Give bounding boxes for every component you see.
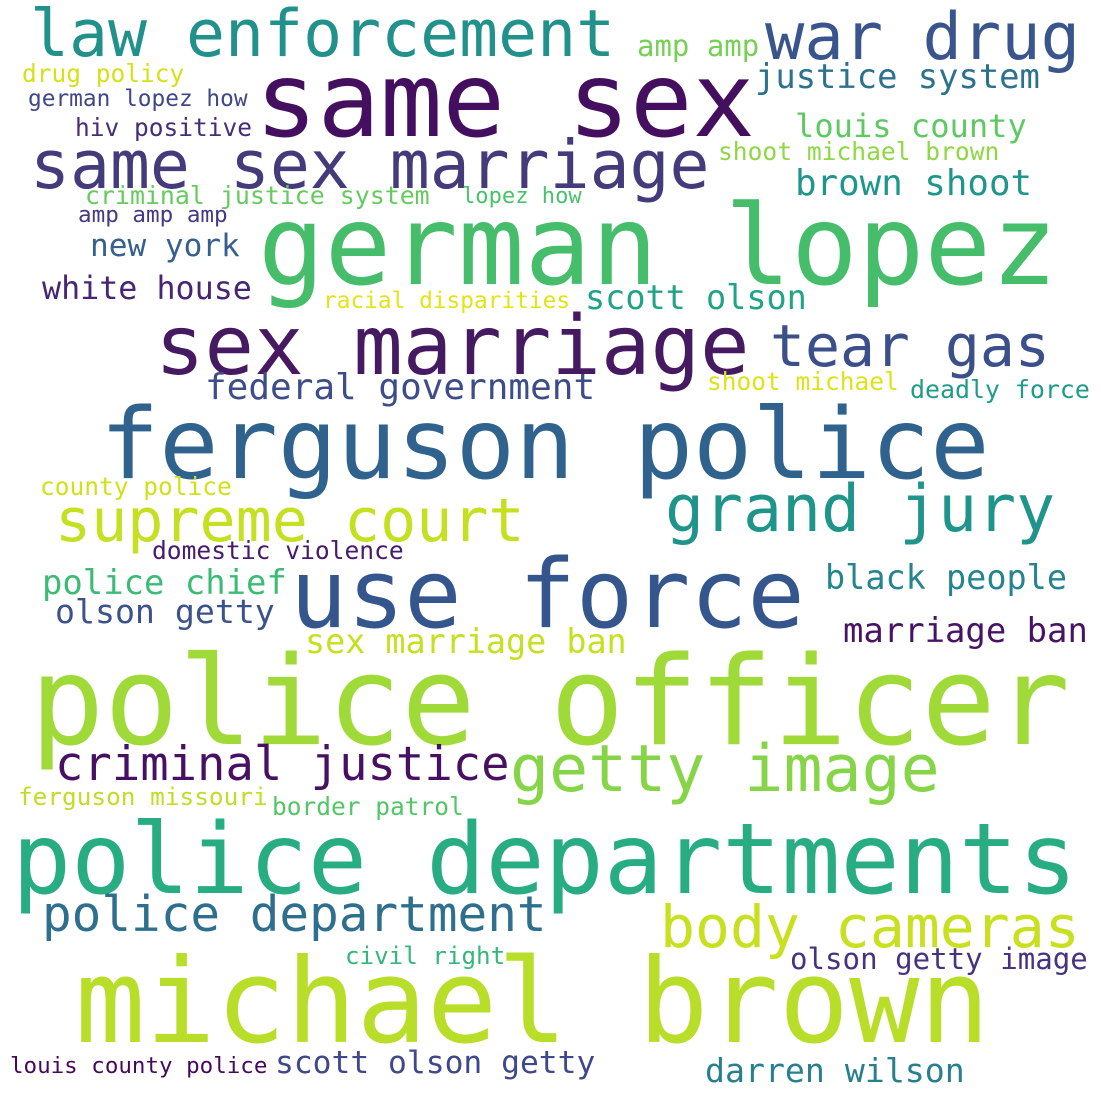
word-shoot-michael: shoot michael xyxy=(707,366,899,396)
word-border-patrol: border patrol xyxy=(272,791,464,821)
word-criminal-justice: criminal justice xyxy=(55,736,510,792)
word-justice-system: justice system xyxy=(755,57,1040,97)
word-olson-getty: olson getty xyxy=(55,592,275,632)
word-german-lopez: german lopez xyxy=(258,181,1058,311)
word-federal-government: federal government xyxy=(205,367,596,408)
word-civil-right: civil right xyxy=(345,941,506,970)
word-getty-image: getty image xyxy=(510,731,940,807)
word-louis-county-police: louis county police xyxy=(10,1052,268,1079)
word-deadly-force: deadly force xyxy=(910,374,1090,404)
word-same-sex: same sex xyxy=(255,41,755,162)
word-war-drug: war drug xyxy=(765,0,1080,75)
word-hiv-positive: hiv positive xyxy=(75,112,253,142)
word-same-sex-marriage: same sex marriage xyxy=(30,125,710,204)
word-use-force: use force xyxy=(290,539,805,650)
word-olson-getty-image: olson getty image xyxy=(790,942,1088,977)
word-black-people: black people xyxy=(825,558,1068,598)
word-amp-amp: amp amp xyxy=(637,28,760,63)
word-scott-olson-getty: scott olson getty xyxy=(275,1045,596,1082)
word-drug-policy: drug policy xyxy=(22,58,185,88)
word-german-lopez-how: german lopez how xyxy=(28,85,248,112)
word-sex-marriage: sex marriage xyxy=(155,298,750,394)
word-marriage-ban: marriage ban xyxy=(843,611,1088,650)
word-white-house: white house xyxy=(42,271,252,308)
word-shoot-michael-brown: shoot michael brown xyxy=(718,136,1000,166)
word-police-departments: police departments xyxy=(12,802,1078,917)
word-supreme-court: supreme court xyxy=(55,485,525,556)
word-police-chief: police chief xyxy=(42,563,287,602)
word-sex-marriage-ban: sex marriage ban xyxy=(305,622,627,662)
word-amp-amp-amp: amp amp amp xyxy=(78,201,228,228)
word-lopez-how: lopez how xyxy=(462,182,582,209)
word-ferguson-police: ferguson police xyxy=(100,387,990,502)
word-county-police: county police xyxy=(40,471,232,501)
word-grand-jury: grand jury xyxy=(665,472,1056,548)
word-louis-county: louis county xyxy=(795,106,1027,145)
word-ferguson-missouri: ferguson missouri xyxy=(18,781,268,811)
word-body-cameras: body cameras xyxy=(660,893,1080,962)
word-domestic-violence: domestic violence xyxy=(152,535,404,565)
word-michael-brown: michael brown xyxy=(75,933,990,1071)
word-brown-shoot: brown shoot xyxy=(795,163,1033,205)
word-police-department: police department xyxy=(42,885,547,944)
word-police-officer: police officer xyxy=(30,629,1071,774)
word-scott-olson: scott olson xyxy=(585,278,807,318)
word-racial-disparities: racial disparities xyxy=(323,287,571,314)
word-law-enforcement: law enforcement xyxy=(30,0,616,72)
word-darren-wilson: darren wilson xyxy=(705,1051,965,1091)
word-tear-gas: tear gas xyxy=(770,311,1050,380)
word-new-york: new york xyxy=(90,228,240,265)
word-criminal-justice-system: criminal justice system xyxy=(85,180,430,210)
